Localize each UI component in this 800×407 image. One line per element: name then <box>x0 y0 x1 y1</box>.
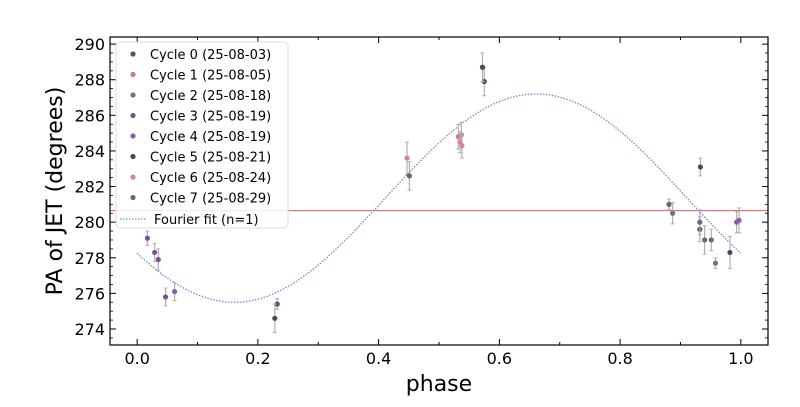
data-point <box>171 282 178 301</box>
legend-entry: Cycle 0 (25-08-03) <box>130 48 271 63</box>
data-point <box>736 207 742 234</box>
legend-marker <box>130 133 136 139</box>
y-tick-label: 278 <box>74 249 105 268</box>
y-tick-label: 290 <box>74 35 105 54</box>
data-marker <box>162 294 169 300</box>
legend-entry: Cycle 7 (25-08-29) <box>130 192 271 207</box>
x-tick-label: 1.0 <box>728 349 753 368</box>
data-marker <box>697 219 703 225</box>
legend-box <box>115 41 289 229</box>
legend-entry: Cycle 5 (25-08-21) <box>130 151 271 166</box>
x-tick-label: 0.6 <box>487 349 512 368</box>
data-marker <box>155 256 161 263</box>
data-marker <box>404 155 410 161</box>
data-marker <box>702 237 708 243</box>
data-point <box>712 257 719 269</box>
legend-label: Cycle 6 (25-08-24) <box>150 171 271 186</box>
legend-label: Cycle 0 (25-08-03) <box>150 48 271 63</box>
y-tick-label: 288 <box>74 71 105 90</box>
data-marker <box>144 235 151 241</box>
legend: Cycle 0 (25-08-03) Cycle 1 (25-08-05) Cycl… <box>115 41 289 229</box>
legend-marker <box>130 51 136 57</box>
data-point <box>702 225 708 255</box>
data-marker <box>272 315 278 321</box>
data-marker <box>274 301 280 307</box>
data-point <box>479 52 486 83</box>
x-tick-label: 0.2 <box>245 349 270 368</box>
data-point <box>155 248 161 271</box>
legend-marker <box>130 92 136 98</box>
data-point <box>666 198 672 211</box>
data-marker <box>736 217 742 223</box>
data-marker <box>459 143 465 149</box>
data-point <box>274 298 280 310</box>
legend-marker <box>130 174 136 180</box>
legend-entry: Cycle 6 (25-08-24) <box>130 171 271 186</box>
data-points-layer <box>144 52 742 334</box>
x-axis-label: phase <box>406 372 472 397</box>
data-marker <box>666 201 672 207</box>
data-marker <box>727 249 733 256</box>
data-point <box>144 230 151 246</box>
data-marker <box>708 237 714 243</box>
x-tick-label: 0.0 <box>124 349 149 368</box>
legend-entry: Cycle 1 (25-08-05) <box>130 69 271 84</box>
legend-marker <box>130 112 136 119</box>
x-tick-label: 0.8 <box>607 349 632 368</box>
data-point <box>152 243 158 262</box>
legend-label: Cycle 5 (25-08-21) <box>150 151 271 166</box>
y-tick-label: 280 <box>74 213 105 232</box>
legend-label: Cycle 2 (25-08-18) <box>150 89 271 104</box>
axis-ticks-layer: 0.0 0.2 0.4 0.6 0.8 1.0 274 276 278 280 282 284 286 2… <box>74 35 768 368</box>
data-point <box>670 202 676 225</box>
y-tick-label: 284 <box>74 142 105 161</box>
data-point <box>697 209 703 236</box>
data-point <box>272 303 278 334</box>
data-marker <box>670 210 676 216</box>
legend-label: Cycle 7 (25-08-29) <box>150 192 271 207</box>
fourier-fit-curve <box>136 93 742 303</box>
legend-entry: Fourier fit (n=1) <box>120 213 259 228</box>
legend-marker <box>130 153 136 160</box>
y-tick-label: 286 <box>74 106 105 125</box>
data-point <box>406 161 413 191</box>
data-point <box>162 287 169 307</box>
x-tick-label: 0.4 <box>366 349 391 368</box>
legend-entry: Cycle 4 (25-08-19) <box>130 130 271 145</box>
data-marker <box>406 173 413 179</box>
legend-label: Cycle 1 (25-08-05) <box>150 69 271 84</box>
data-point <box>697 157 703 177</box>
fit-curve-layer <box>136 93 742 303</box>
data-point <box>727 235 733 269</box>
legend-marker <box>130 194 136 201</box>
y-tick-label: 282 <box>74 178 105 197</box>
data-point <box>708 228 714 252</box>
data-marker <box>697 164 703 170</box>
legend-label: Cycle 4 (25-08-19) <box>150 130 271 145</box>
y-tick-label: 274 <box>74 320 105 339</box>
data-marker <box>152 249 158 256</box>
legend-label: Cycle 3 (25-08-19) <box>150 110 271 125</box>
legend-entry: Cycle 3 (25-08-19) <box>130 110 271 125</box>
y-tick-label: 276 <box>74 284 105 303</box>
data-point <box>459 132 465 159</box>
data-marker <box>479 64 486 70</box>
legend-label: Fourier fit (n=1) <box>154 213 259 228</box>
legend-marker <box>130 71 136 78</box>
y-axis-label: PA of JET (degrees) <box>43 87 68 296</box>
legend-entry: Cycle 2 (25-08-18) <box>130 89 271 104</box>
data-marker <box>171 288 178 295</box>
data-marker <box>712 260 719 266</box>
